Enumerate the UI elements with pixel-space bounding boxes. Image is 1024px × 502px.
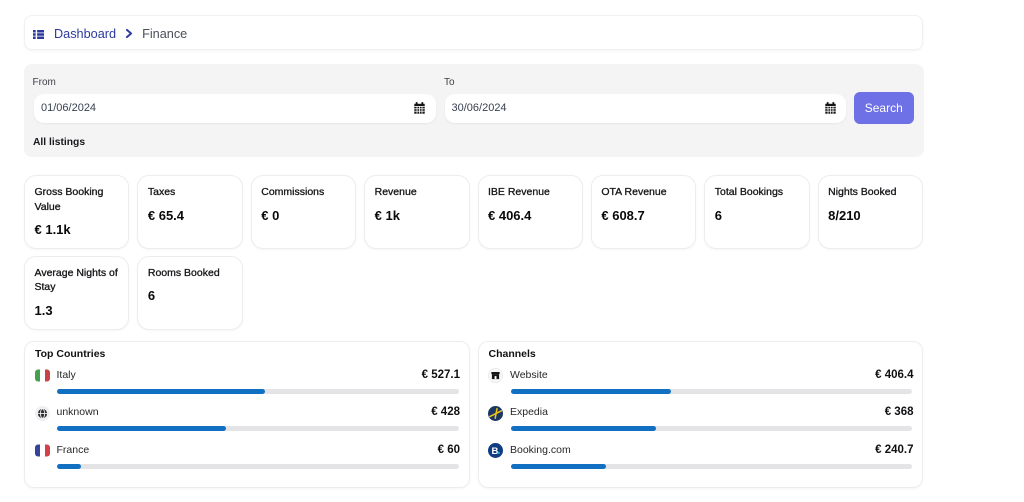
svg-text:B: B <box>491 446 498 457</box>
